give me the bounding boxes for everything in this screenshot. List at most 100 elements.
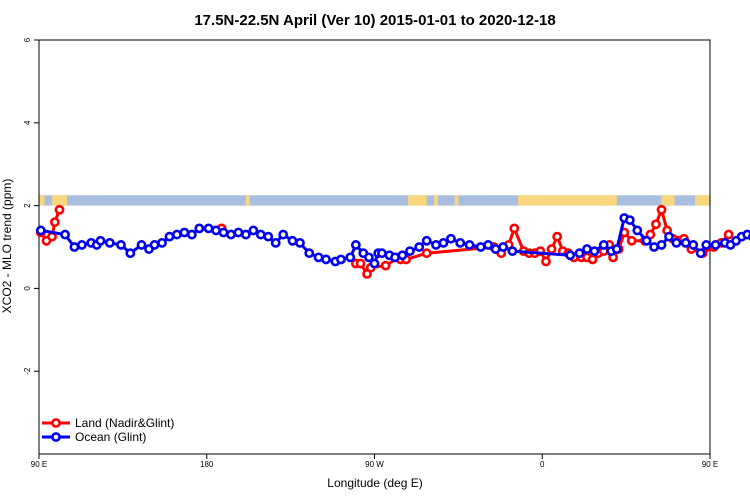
series-1-point-1 [60,229,70,240]
series-1-point-2 [69,242,80,252]
land-segment-5 [454,195,459,206]
legend-marker-0 [51,418,61,428]
series-1-point-17 [186,229,197,240]
series-1-point-56 [483,240,494,250]
series-1-point-45 [390,252,400,263]
series-1-point-6 [95,235,106,246]
series-1-point-20 [211,225,221,236]
series-1-point-75 [680,237,691,248]
series-1-point-24 [240,229,251,240]
series-1-point-64 [598,240,609,250]
series-1-point-13 [157,237,167,248]
y-tick-label-3: 4 [23,120,32,125]
series-group [35,204,750,279]
series-1-point-31 [295,237,305,248]
series-1-point-37 [345,252,356,263]
series-1-point-48 [414,242,425,252]
series-1-point-72 [656,240,667,250]
series-1-point-38 [350,240,361,250]
series-1-point-30 [287,235,298,246]
series-1-point-22 [226,229,236,240]
ocean-band [39,195,710,206]
series-1 [35,213,750,269]
series-1-point-8 [116,240,126,250]
series-1-point-68 [624,215,635,225]
land-segment-0 [39,195,45,206]
series-1-point-47 [405,246,415,257]
series-1-point-77 [695,248,706,259]
series-1-point-71 [649,242,659,252]
land-segment-2 [245,195,250,206]
y-tick-label-0: -2 [23,367,32,375]
series-1-point-66 [611,244,622,254]
series-1-point-59 [507,246,518,257]
series-1-point-55 [475,242,486,252]
land-segment-7 [661,195,675,206]
series-1-point-76 [688,240,699,250]
series-1-point-63 [589,246,600,257]
x-tick-label-1: 180 [200,460,214,469]
series-0-point-41 [651,219,661,230]
land-segment-6 [518,195,617,206]
y-tick-label-4: 6 [23,37,32,42]
chart-title: 17.5N-22.5N April (Ver 10) 2015-01-01 to… [194,12,555,29]
legend-marker-1 [51,432,61,442]
series-1-point-54 [464,240,475,250]
legend-label-1: Ocean (Glint) [75,430,146,444]
series-0-point-7 [355,258,366,269]
series-1-point-10 [136,240,147,250]
legend-label-0: Land (Nadir&Glint) [75,416,174,430]
series-1-point-73 [664,231,674,242]
x-tick-label-2: 90 W [365,460,384,469]
series-1-point-21 [218,227,229,238]
series-1-point-79 [710,240,721,250]
series-1-point-3 [76,240,87,250]
series-1-point-33 [313,252,324,263]
series-0-point-23 [541,256,551,267]
series-0-point-24 [546,244,557,254]
series-1-point-34 [321,254,331,265]
series-1-point-49 [421,235,432,246]
series-1-point-46 [397,250,408,261]
x-axis-label: Longitude (deg E) [327,476,422,490]
series-1-point-19 [203,223,214,234]
series-1-point-50 [431,240,441,250]
series-1-point-60 [565,250,576,261]
legend: Land (Nadir&Glint)Ocean (Glint) [42,416,174,444]
series-0-point-25 [552,231,563,242]
series-1-point-0 [35,225,46,236]
axes: 90 E 180 90 W 0 90 E -2 0 2 4 6 [23,37,718,469]
x-tick-label-3: 0 [540,460,545,469]
series-1-point-9 [125,248,136,259]
series-1-point-41 [369,258,380,269]
series-1-point-28 [270,237,281,248]
series-0-point-18 [509,223,520,234]
series-1-point-29 [278,229,289,240]
series-1-point-12 [149,240,160,250]
series-1-point-25 [248,225,259,236]
land-mask-band [39,195,710,206]
series-0-point-4 [54,204,65,215]
series-1-point-78 [701,240,712,250]
series-1-point-51 [438,237,449,248]
land-segment-8 [695,195,710,206]
series-1-point-23 [233,227,244,238]
series-1-point-58 [498,242,509,252]
y-tick-label-2: 2 [23,203,32,208]
series-1-point-27 [263,231,274,242]
series-1-point-14 [164,231,175,242]
x-tick-label-0: 90 E [31,460,47,469]
series-1-point-32 [304,248,315,259]
y-tick-label-1: 0 [23,286,32,291]
y-axis-label: XCO2 - MLO trend (ppm) [0,179,14,314]
series-1-point-57 [490,244,501,254]
land-segment-3 [408,195,427,206]
series-1-point-43 [377,248,387,259]
land-segment-1 [52,195,67,206]
series-1-point-53 [455,237,466,248]
series-1-point-61 [574,248,585,259]
series-1-point-16 [179,227,190,238]
series-1-point-74 [671,237,682,248]
series-0-point-51 [723,229,734,240]
